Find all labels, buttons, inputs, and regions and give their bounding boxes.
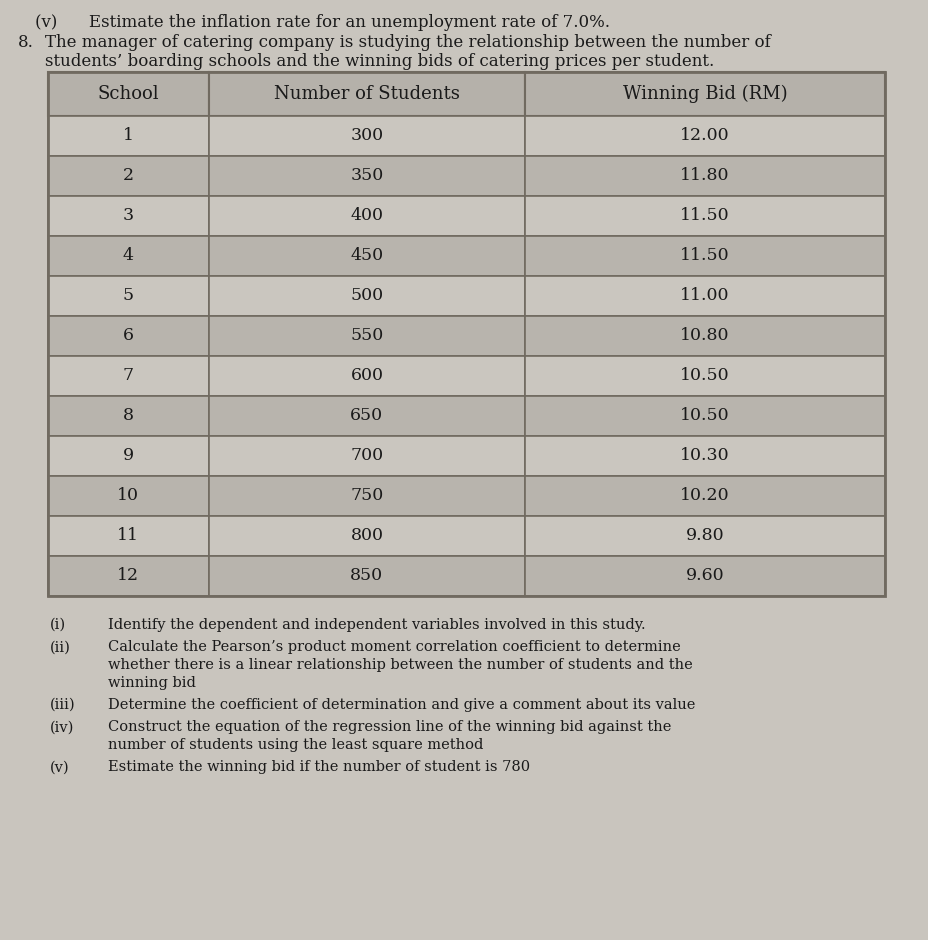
Text: students’ boarding schools and the winning bids of catering prices per student.: students’ boarding schools and the winni…	[45, 53, 714, 70]
Bar	[48, 516, 209, 556]
Text: 650: 650	[350, 408, 383, 425]
Text: Estimate the winning bid if the number of student is 780: Estimate the winning bid if the number o…	[108, 760, 530, 775]
Text: 7: 7	[122, 368, 134, 384]
Text: 12.00: 12.00	[679, 128, 729, 145]
Text: Construct the equation of the regression line of the winning bid against the: Construct the equation of the regression…	[108, 720, 671, 734]
Bar	[48, 236, 209, 276]
Text: School: School	[97, 85, 159, 103]
Text: Calculate the Pearson’s product moment correlation coefficient to determine: Calculate the Pearson’s product moment c…	[108, 640, 680, 654]
Text: 11.50: 11.50	[679, 247, 729, 264]
Text: 9.80: 9.80	[685, 527, 724, 544]
Bar	[209, 476, 524, 516]
Bar	[524, 196, 884, 236]
Bar	[524, 276, 884, 316]
Text: Winning Bid (RM): Winning Bid (RM)	[622, 85, 787, 103]
Text: 300: 300	[350, 128, 383, 145]
Text: (v): (v)	[50, 760, 70, 775]
Bar	[209, 556, 524, 596]
Text: 450: 450	[350, 247, 383, 264]
Text: 400: 400	[350, 208, 383, 225]
Text: (iv): (iv)	[50, 720, 74, 734]
Bar	[48, 436, 209, 476]
Text: 800: 800	[350, 527, 383, 544]
Text: 8.: 8.	[18, 34, 33, 51]
Bar	[209, 236, 524, 276]
Text: 850: 850	[350, 568, 383, 585]
Bar	[48, 396, 209, 436]
Bar	[524, 356, 884, 396]
Bar	[524, 396, 884, 436]
Bar	[209, 316, 524, 356]
Bar	[524, 316, 884, 356]
Text: 10.80: 10.80	[679, 327, 729, 344]
Text: 2: 2	[122, 167, 134, 184]
Bar	[524, 516, 884, 556]
Text: (v)      Estimate the inflation rate for an unemployment rate of 7.0%.: (v) Estimate the inflation rate for an u…	[35, 14, 610, 31]
Text: 9: 9	[122, 447, 134, 464]
Text: 3: 3	[122, 208, 134, 225]
Text: 12: 12	[117, 568, 139, 585]
Text: 350: 350	[350, 167, 383, 184]
Text: 6: 6	[122, 327, 134, 344]
Text: 750: 750	[350, 488, 383, 505]
Text: (i): (i)	[50, 618, 66, 632]
Text: 4: 4	[122, 247, 134, 264]
Text: 11.00: 11.00	[679, 288, 729, 305]
Bar	[524, 236, 884, 276]
Bar	[209, 116, 524, 156]
Bar	[209, 436, 524, 476]
Text: 11.50: 11.50	[679, 208, 729, 225]
Text: 10.20: 10.20	[679, 488, 729, 505]
Text: (iii): (iii)	[50, 698, 75, 712]
Text: 10: 10	[117, 488, 139, 505]
Text: Identify the dependent and independent variables involved in this study.: Identify the dependent and independent v…	[108, 618, 645, 632]
Text: 5: 5	[122, 288, 134, 305]
Bar	[209, 516, 524, 556]
Bar	[209, 396, 524, 436]
Bar	[209, 196, 524, 236]
Bar	[48, 196, 209, 236]
Bar	[524, 556, 884, 596]
Bar	[48, 556, 209, 596]
Bar	[524, 476, 884, 516]
Bar	[209, 72, 524, 116]
Text: 1: 1	[122, 128, 134, 145]
Bar	[209, 276, 524, 316]
Bar	[48, 316, 209, 356]
Text: 550: 550	[350, 327, 383, 344]
Text: 11.80: 11.80	[679, 167, 729, 184]
Text: 10.30: 10.30	[679, 447, 729, 464]
Bar	[48, 276, 209, 316]
Bar	[48, 356, 209, 396]
Text: Determine the coefficient of determination and give a comment about its value: Determine the coefficient of determinati…	[108, 698, 695, 712]
Text: 8: 8	[122, 408, 134, 425]
Text: 600: 600	[350, 368, 383, 384]
Bar	[209, 356, 524, 396]
Bar	[524, 72, 884, 116]
Text: Number of Students: Number of Students	[274, 85, 459, 103]
Text: 9.60: 9.60	[685, 568, 724, 585]
Bar	[209, 156, 524, 196]
Text: 700: 700	[350, 447, 383, 464]
Text: 500: 500	[350, 288, 383, 305]
Text: winning bid: winning bid	[108, 676, 196, 690]
Bar	[524, 436, 884, 476]
Bar	[48, 476, 209, 516]
Text: 11: 11	[117, 527, 139, 544]
Text: 10.50: 10.50	[679, 368, 729, 384]
Text: (ii): (ii)	[50, 640, 71, 654]
Bar	[524, 116, 884, 156]
Text: The manager of catering company is studying the relationship between the number : The manager of catering company is study…	[45, 34, 770, 51]
Bar	[524, 156, 884, 196]
Bar	[48, 156, 209, 196]
Bar	[48, 72, 209, 116]
Bar	[48, 116, 209, 156]
Text: whether there is a linear relationship between the number of students and the: whether there is a linear relationship b…	[108, 658, 692, 672]
Bar	[48, 72, 884, 596]
Text: number of students using the least square method: number of students using the least squar…	[108, 738, 483, 752]
Text: 10.50: 10.50	[679, 408, 729, 425]
